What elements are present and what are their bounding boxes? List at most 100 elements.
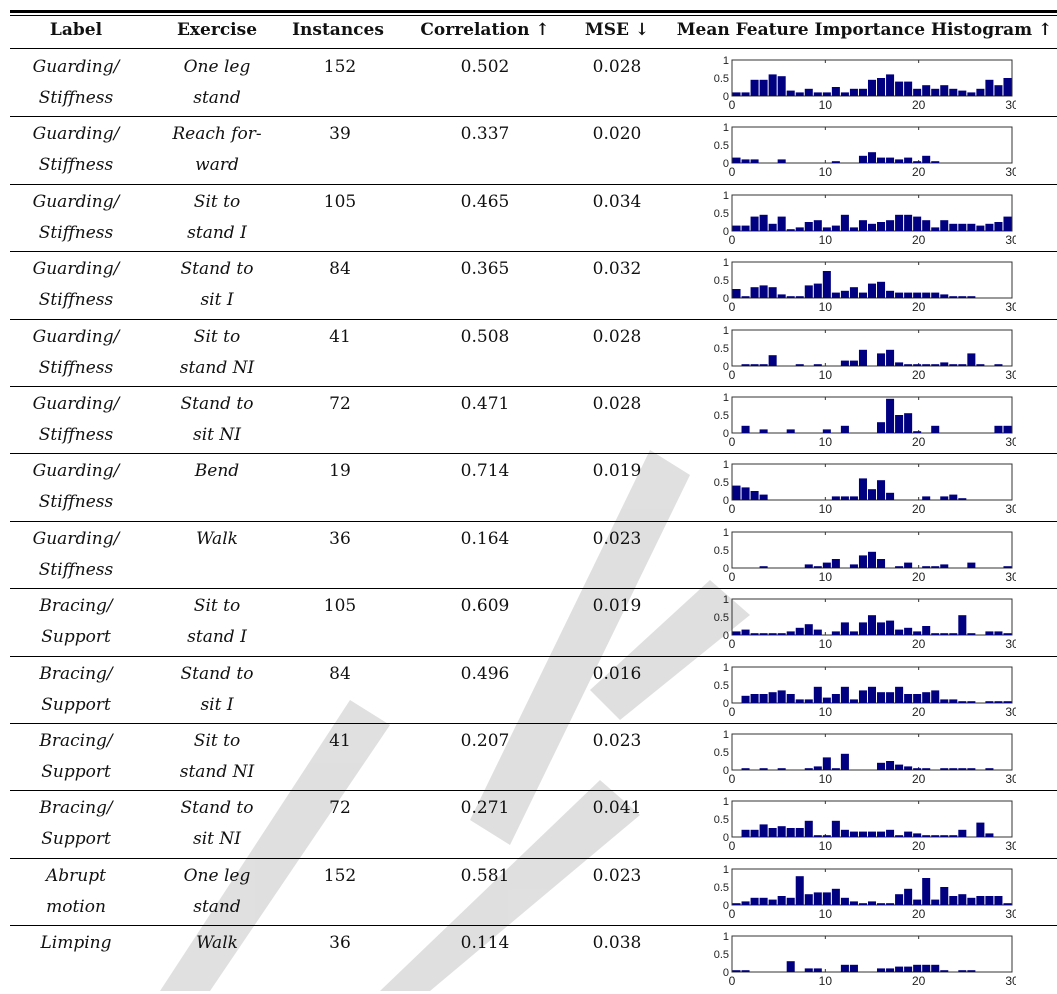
mse-value: 0.023 bbox=[592, 731, 642, 751]
feature-importance-histogram: 1 0.5 00 10 20 30 bbox=[714, 662, 1016, 719]
histogram-bar bbox=[732, 92, 741, 96]
histogram-bar bbox=[931, 425, 940, 433]
histogram-bar bbox=[795, 627, 804, 636]
histogram-bar bbox=[822, 429, 831, 433]
histogram-bar bbox=[849, 564, 858, 568]
histogram-y-tick: 0.5 bbox=[714, 477, 729, 489]
histogram-bar bbox=[813, 629, 822, 636]
table-row: Bracing/Support Stand to sit I 84 0.496 0.016… bbox=[10, 657, 1057, 724]
instances-value: 41 bbox=[329, 326, 351, 347]
histogram-y-tick: 1 bbox=[723, 459, 729, 471]
label-line-1: Bracing/ bbox=[39, 731, 113, 751]
histogram-bar bbox=[994, 631, 1003, 636]
table-row: Guarding/Stiffness Bend 19 0.714 0.019 1 0.5 0 0… bbox=[10, 454, 1057, 522]
histogram-bar bbox=[949, 895, 958, 905]
histogram-bar bbox=[904, 831, 913, 838]
histogram-bar bbox=[795, 92, 804, 96]
histogram-frame bbox=[731, 396, 1013, 434]
histogram-bar bbox=[741, 296, 750, 299]
histogram-y-tick: 0 bbox=[723, 563, 729, 575]
histogram-bar bbox=[759, 363, 768, 366]
label-line-2: Stiffness bbox=[38, 492, 114, 513]
histogram-bar bbox=[840, 622, 849, 636]
histogram-y-tick: 0.5 bbox=[714, 73, 729, 85]
feature-importance-histogram: 1 0.5 00 10 20 30 bbox=[714, 190, 1016, 247]
histogram-frame bbox=[731, 733, 1013, 771]
histogram-x-tick: 10 bbox=[819, 637, 833, 651]
histogram-bar bbox=[831, 693, 840, 703]
histogram-x-tick: 20 bbox=[912, 233, 926, 247]
histogram-bar bbox=[813, 92, 822, 96]
histogram-bar bbox=[858, 689, 867, 703]
histogram-y-tick: 0 bbox=[723, 158, 729, 170]
histogram-y-tick: 0 bbox=[723, 495, 729, 507]
histogram-bar bbox=[795, 296, 804, 299]
histogram-bar bbox=[813, 686, 822, 703]
label-line-2: Stiffness bbox=[38, 222, 114, 243]
histogram-x-tick: 30 bbox=[1005, 974, 1016, 988]
histogram-x-tick: 20 bbox=[912, 368, 926, 382]
histogram-bar bbox=[804, 221, 813, 231]
mse-value: 0.032 bbox=[592, 259, 642, 280]
histogram-bar bbox=[741, 768, 750, 770]
histogram-bar bbox=[958, 363, 967, 366]
row-separator bbox=[10, 183, 1057, 185]
exercise-line-1: Stand to bbox=[180, 663, 254, 684]
histogram-bar bbox=[813, 968, 822, 973]
histogram-bar bbox=[867, 152, 877, 164]
histogram-x-tick: 20 bbox=[912, 570, 926, 584]
histogram-bar bbox=[886, 157, 895, 164]
histogram-x-tick: 10 bbox=[819, 368, 833, 382]
instances-value: 84 bbox=[329, 663, 351, 684]
histogram-y-tick: 1 bbox=[723, 325, 729, 337]
histogram-bar bbox=[858, 478, 867, 501]
histogram-bar bbox=[886, 902, 895, 905]
histogram-bar bbox=[777, 159, 786, 164]
histogram-bar bbox=[904, 157, 913, 164]
histogram-bar bbox=[940, 294, 949, 299]
histogram-bar bbox=[786, 296, 795, 299]
exercise-line-1: Sit to bbox=[193, 191, 241, 212]
histogram-bar bbox=[777, 826, 786, 838]
histogram-bar bbox=[741, 487, 750, 501]
table-row: Guarding/Stiffness Reach for-ward 39 0.337 0… bbox=[10, 117, 1057, 185]
histogram-bar bbox=[804, 88, 813, 96]
histogram-bar bbox=[768, 223, 777, 231]
histogram-bar bbox=[1003, 216, 1012, 231]
label-line-1: Guarding/ bbox=[32, 461, 120, 482]
histogram-bar bbox=[958, 700, 967, 703]
row-separator bbox=[10, 385, 1057, 387]
histogram-x-tick: 30 bbox=[1005, 98, 1016, 112]
histogram-bar bbox=[840, 496, 849, 501]
feature-importance-histogram: 1 0.5 00 10 20 30 bbox=[714, 392, 1016, 449]
feature-importance-histogram: 1 0.5 00 10 20 30 bbox=[714, 257, 1016, 314]
histogram-bar bbox=[895, 292, 904, 299]
histogram-bar bbox=[877, 558, 886, 568]
histogram-bar bbox=[759, 768, 768, 770]
exercise-line-2: sit NI bbox=[193, 425, 241, 445]
label-line-1: Guarding/ bbox=[32, 57, 120, 77]
histogram-x-tick: 20 bbox=[912, 502, 926, 516]
instances-value: 84 bbox=[329, 259, 351, 280]
histogram-bar bbox=[985, 768, 994, 770]
mse-value: 0.034 bbox=[592, 191, 642, 212]
table-row: Bracing/Support Sit to stand NI 41 0.207 0.02… bbox=[10, 724, 1057, 792]
histogram-bar bbox=[777, 633, 786, 636]
histogram-bar bbox=[877, 422, 886, 433]
histogram-bar bbox=[795, 828, 804, 838]
histogram-bar bbox=[777, 294, 786, 299]
histogram-bar bbox=[768, 691, 777, 703]
histogram-bar bbox=[958, 768, 967, 770]
exercise-line-1: Walk bbox=[196, 528, 238, 549]
instances-value: 39 bbox=[329, 124, 351, 145]
histogram-bar bbox=[750, 830, 759, 838]
histogram-bar bbox=[985, 700, 994, 703]
histogram-bar bbox=[886, 349, 895, 366]
histogram-bar bbox=[949, 494, 958, 501]
histogram-bar bbox=[967, 700, 976, 703]
histogram-bar bbox=[786, 828, 795, 838]
histogram-x-tick: 0 bbox=[729, 570, 736, 584]
histogram-frame bbox=[731, 329, 1013, 367]
instances-value: 152 bbox=[323, 57, 357, 77]
histogram-bar bbox=[994, 363, 1003, 366]
